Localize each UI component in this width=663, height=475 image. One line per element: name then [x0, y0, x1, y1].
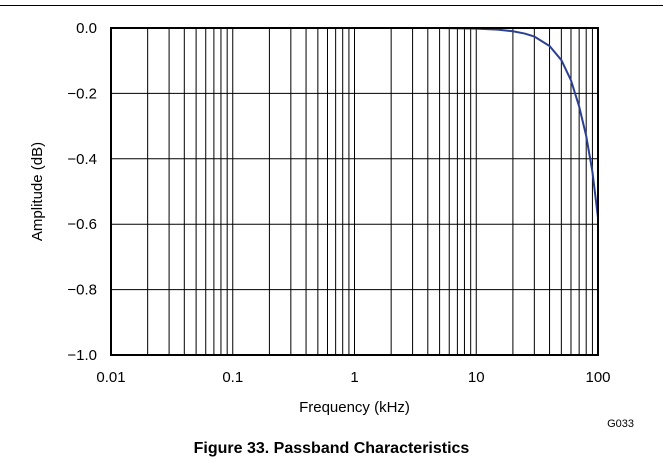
y-axis-title: Amplitude (dB) — [29, 142, 46, 241]
y-tick-label: 0.0 — [76, 20, 97, 37]
x-tick-label: 0.01 — [96, 369, 125, 386]
x-tick-label: 0.1 — [222, 369, 243, 386]
y-tick-label: −0.4 — [67, 151, 97, 168]
x-axis-title: Frequency (kHz) — [299, 399, 410, 416]
y-tick-label: −0.2 — [67, 85, 97, 102]
tick-labels: 0.01 0.1 1 10 100 0.0 −0.2 −0.4 −0.6 −0.8 −1.0 — [67, 20, 610, 386]
y-tick-label: −1.0 — [67, 347, 97, 364]
plot-frame — [110, 27, 599, 356]
top-rule — [0, 5, 663, 6]
passband-chart: 0.01 0.1 1 10 100 0.0 −0.2 −0.4 −0.6 −0.8 −1.0 Fre… — [29, 20, 611, 416]
grid-lines — [111, 28, 598, 355]
figure-caption: Figure 33. Passband Characteristics — [193, 440, 470, 457]
y-tick-label: −0.6 — [67, 216, 97, 233]
x-tick-label: 100 — [585, 369, 610, 386]
figure-code: G033 — [607, 418, 634, 430]
x-tick-label: 1 — [350, 369, 358, 386]
x-tick-label: 10 — [468, 369, 485, 386]
y-tick-label: −0.8 — [67, 282, 97, 299]
